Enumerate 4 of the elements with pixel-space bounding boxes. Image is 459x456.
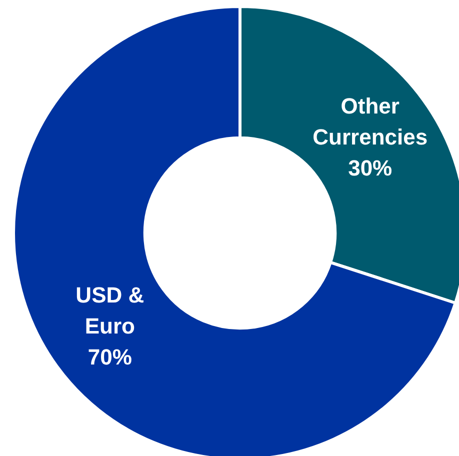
data-label: 70% — [88, 344, 132, 370]
slice-label: Other Currencies — [312, 94, 428, 150]
data-label: 30% — [348, 156, 392, 181]
slice-label: USD & Euro — [76, 282, 144, 339]
